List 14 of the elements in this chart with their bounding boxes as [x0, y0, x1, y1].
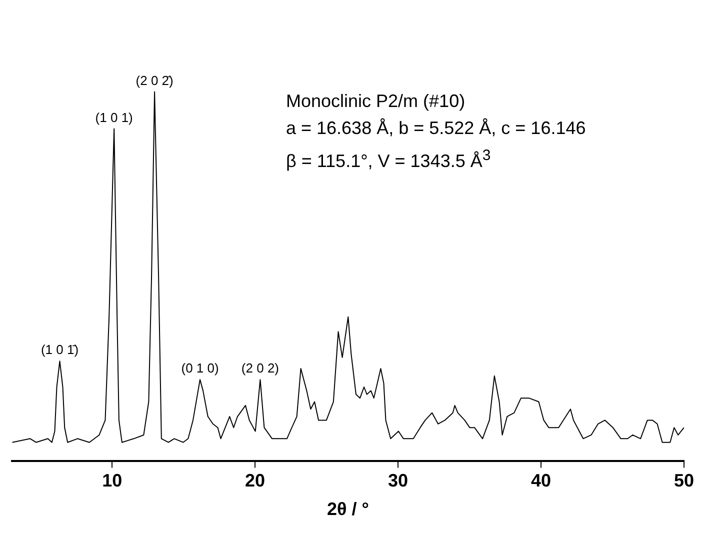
x-tick-label: 50 [674, 470, 694, 491]
x-tick-label: 20 [245, 470, 266, 491]
x-axis-title: 2θ / ° [327, 499, 369, 520]
x-tick-label: 40 [531, 470, 552, 491]
x-tick-label: 10 [102, 470, 122, 491]
annotation: (2 0 2̄) [136, 72, 174, 88]
annotation: β = 115.1°, V = 1343.5 Å$^{3}$ [286, 146, 492, 173]
annotation: (1 0 1̄) [40, 342, 79, 358]
annotation: a = 16.638 Å, b = 5.522 Å, c = 16.146 [286, 117, 586, 140]
x-tick-label: 30 [388, 470, 408, 491]
annotation: (2 0 2) [241, 360, 279, 376]
annotation: (1 0 1) [95, 110, 133, 125]
annotation: (0 1 0) [181, 360, 219, 376]
annotation: Monoclinic P2/m (#10) [286, 90, 466, 113]
